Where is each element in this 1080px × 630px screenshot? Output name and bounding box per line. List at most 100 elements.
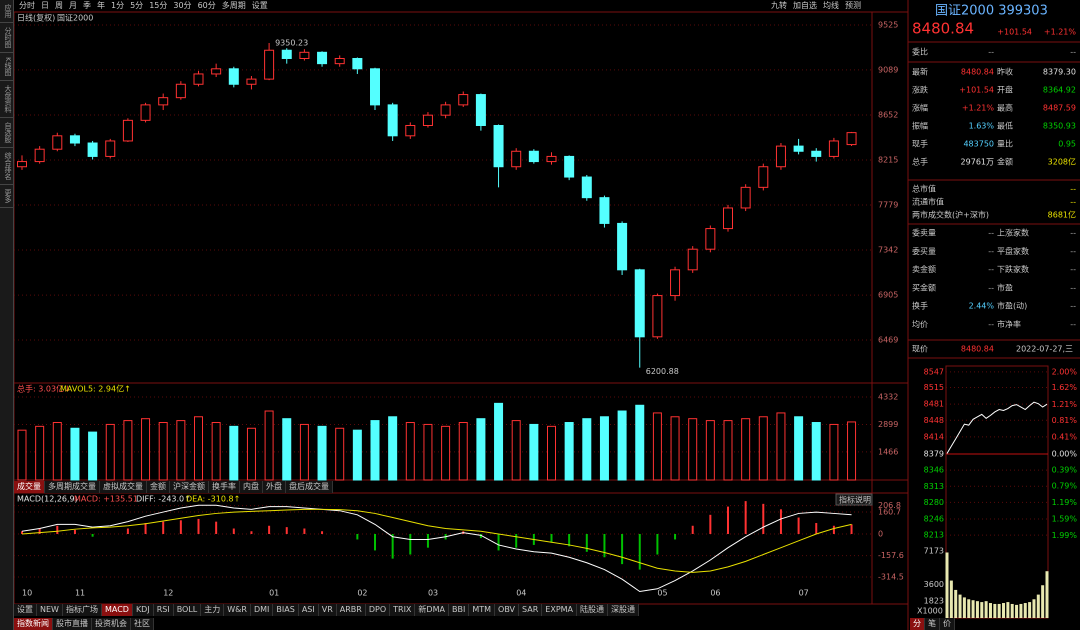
- indicator-tab[interactable]: 主力: [201, 604, 225, 616]
- indicator-tab[interactable]: OBV: [495, 604, 520, 616]
- side-tab[interactable]: K线图: [0, 53, 13, 81]
- indicator-tab[interactable]: W&R: [224, 604, 251, 616]
- volume-bar: [511, 420, 521, 481]
- volume-bar: [635, 404, 645, 481]
- panel-text: 买金额: [912, 282, 936, 292]
- period-button[interactable]: 多周期: [221, 1, 246, 10]
- indicator-tab[interactable]: KDJ: [132, 604, 154, 616]
- period-button[interactable]: 分时: [19, 1, 35, 10]
- indicator-tab[interactable]: 新DMA: [415, 604, 449, 616]
- macd-header: MACD(12,26,9): [17, 495, 78, 504]
- side-tab[interactable]: 更多: [0, 185, 13, 208]
- intraday-tab[interactable]: 笔: [925, 618, 940, 630]
- volume-tab[interactable]: 成交量: [14, 481, 45, 493]
- side-tab[interactable]: 综合排名: [0, 148, 13, 185]
- panel-text: --: [988, 265, 994, 274]
- indicator-tab[interactable]: EXPMA: [542, 604, 578, 616]
- indicator-tab[interactable]: VR: [318, 604, 337, 616]
- help-button[interactable]: [835, 493, 873, 506]
- candle-body: [299, 51, 310, 59]
- candle-body: [193, 73, 204, 85]
- candle-body: [52, 135, 63, 150]
- period-button[interactable]: 日: [41, 1, 49, 10]
- period-button[interactable]: 60分: [197, 1, 216, 10]
- candle-body: [105, 140, 116, 157]
- indicator-tab[interactable]: 指标广场: [62, 604, 102, 616]
- panel-text: --: [988, 283, 994, 292]
- panel-text: 29761万: [961, 158, 994, 167]
- indicator-tab[interactable]: BBI: [448, 604, 470, 616]
- indicator-tab[interactable]: 设置: [14, 604, 37, 616]
- volume-bar: [458, 422, 468, 481]
- period-button[interactable]: 15分: [149, 1, 168, 10]
- period-button[interactable]: 年: [97, 1, 105, 10]
- panel-text: 委买量: [912, 246, 936, 256]
- indicator-tab[interactable]: ARBR: [336, 604, 366, 616]
- panel-text: 2.44%: [969, 302, 995, 311]
- indicator-tab[interactable]: BOLL: [173, 604, 202, 616]
- panel-text: --: [1070, 229, 1076, 238]
- period-button[interactable]: 30分: [173, 1, 192, 10]
- intraday-tab[interactable]: 分: [910, 618, 925, 630]
- side-tab[interactable]: 应用: [0, 0, 13, 23]
- candle-body: [281, 49, 292, 59]
- y-tick-label: 2899: [878, 420, 898, 429]
- volume-tab[interactable]: 金额: [147, 481, 170, 493]
- panel-text: 最新: [912, 67, 928, 77]
- bottom-tab[interactable]: 股市直播: [53, 618, 92, 630]
- panel-text: 0.95: [1058, 140, 1076, 149]
- volume-bar: [123, 420, 133, 481]
- period-button[interactable]: 周: [55, 1, 63, 10]
- indicator-tab[interactable]: ASI: [298, 604, 319, 616]
- y-tick-label: 9525: [878, 20, 898, 29]
- period-button[interactable]: 月: [69, 1, 77, 10]
- volume-tab[interactable]: 外盘: [263, 481, 286, 493]
- tool-button[interactable]: 九转: [771, 1, 787, 10]
- tool-button[interactable]: 加自选: [793, 1, 817, 10]
- volume-tab[interactable]: 盘后成交量: [286, 481, 333, 493]
- indicator-tab[interactable]: RSI: [153, 604, 174, 616]
- period-button[interactable]: 1分: [111, 1, 125, 10]
- y2-tick-label: 1.21%: [1052, 400, 1078, 409]
- period-button[interactable]: 5分: [130, 1, 144, 10]
- panel-text: 两市成交数(沪+深市): [912, 210, 989, 220]
- bottom-tab[interactable]: 指数新闻: [14, 618, 53, 630]
- bottom-tab[interactable]: 投资机会: [92, 618, 131, 630]
- volume-bar: [564, 422, 574, 481]
- period-button[interactable]: 季: [83, 1, 91, 10]
- bottom-tab[interactable]: 社区: [131, 618, 154, 630]
- x-tick-label: 07: [799, 589, 809, 598]
- intraday-tab[interactable]: 价: [940, 618, 955, 630]
- indicator-tab[interactable]: 深股通: [608, 604, 640, 616]
- indicator-tab[interactable]: DMI: [250, 604, 274, 616]
- x-tick-label: 06: [710, 589, 720, 598]
- indicator-tab[interactable]: BIAS: [273, 604, 299, 616]
- volume-bar: [547, 425, 556, 481]
- indicator-tab[interactable]: MACD: [101, 604, 133, 616]
- indicator-tab[interactable]: SAR: [519, 604, 543, 616]
- period-button[interactable]: 设置: [251, 1, 268, 10]
- volume-tab[interactable]: 沪深金额: [170, 481, 209, 493]
- side-tab[interactable]: 大盘资料: [0, 81, 13, 118]
- volume-tab[interactable]: 多周期成交量: [45, 481, 100, 493]
- indicator-tabs: 设置 NEW 指标广场 MACD KDJ RSI BOLL 主力 W&R DMI BIAS ASI VR…: [14, 604, 640, 616]
- volume-header: MAVOL5: 2.94亿↑: [60, 384, 131, 394]
- indicator-tab[interactable]: TRIX: [390, 604, 416, 616]
- candle-body: [723, 207, 733, 230]
- tool-button[interactable]: 均线: [823, 1, 839, 10]
- indicator-tab[interactable]: DPO: [365, 604, 391, 616]
- candle-body: [546, 155, 557, 163]
- indicator-tab[interactable]: 陆股通: [577, 604, 609, 616]
- side-tab[interactable]: 分时图: [0, 23, 13, 53]
- volume-tab[interactable]: 换手率: [209, 481, 240, 493]
- side-tab[interactable]: 自选股: [0, 118, 13, 148]
- indicator-tab[interactable]: MTM: [469, 604, 496, 616]
- volume-tab[interactable]: 内盘: [240, 481, 263, 493]
- panel-text: 8480.84: [961, 345, 994, 354]
- volume-tab[interactable]: 虚拟成交量: [100, 481, 147, 493]
- indicator-tab[interactable]: NEW: [37, 604, 63, 616]
- intraday-volume: [1023, 603, 1027, 618]
- panel-change: +101.54: [997, 28, 1032, 37]
- tool-button[interactable]: 预测: [845, 1, 861, 10]
